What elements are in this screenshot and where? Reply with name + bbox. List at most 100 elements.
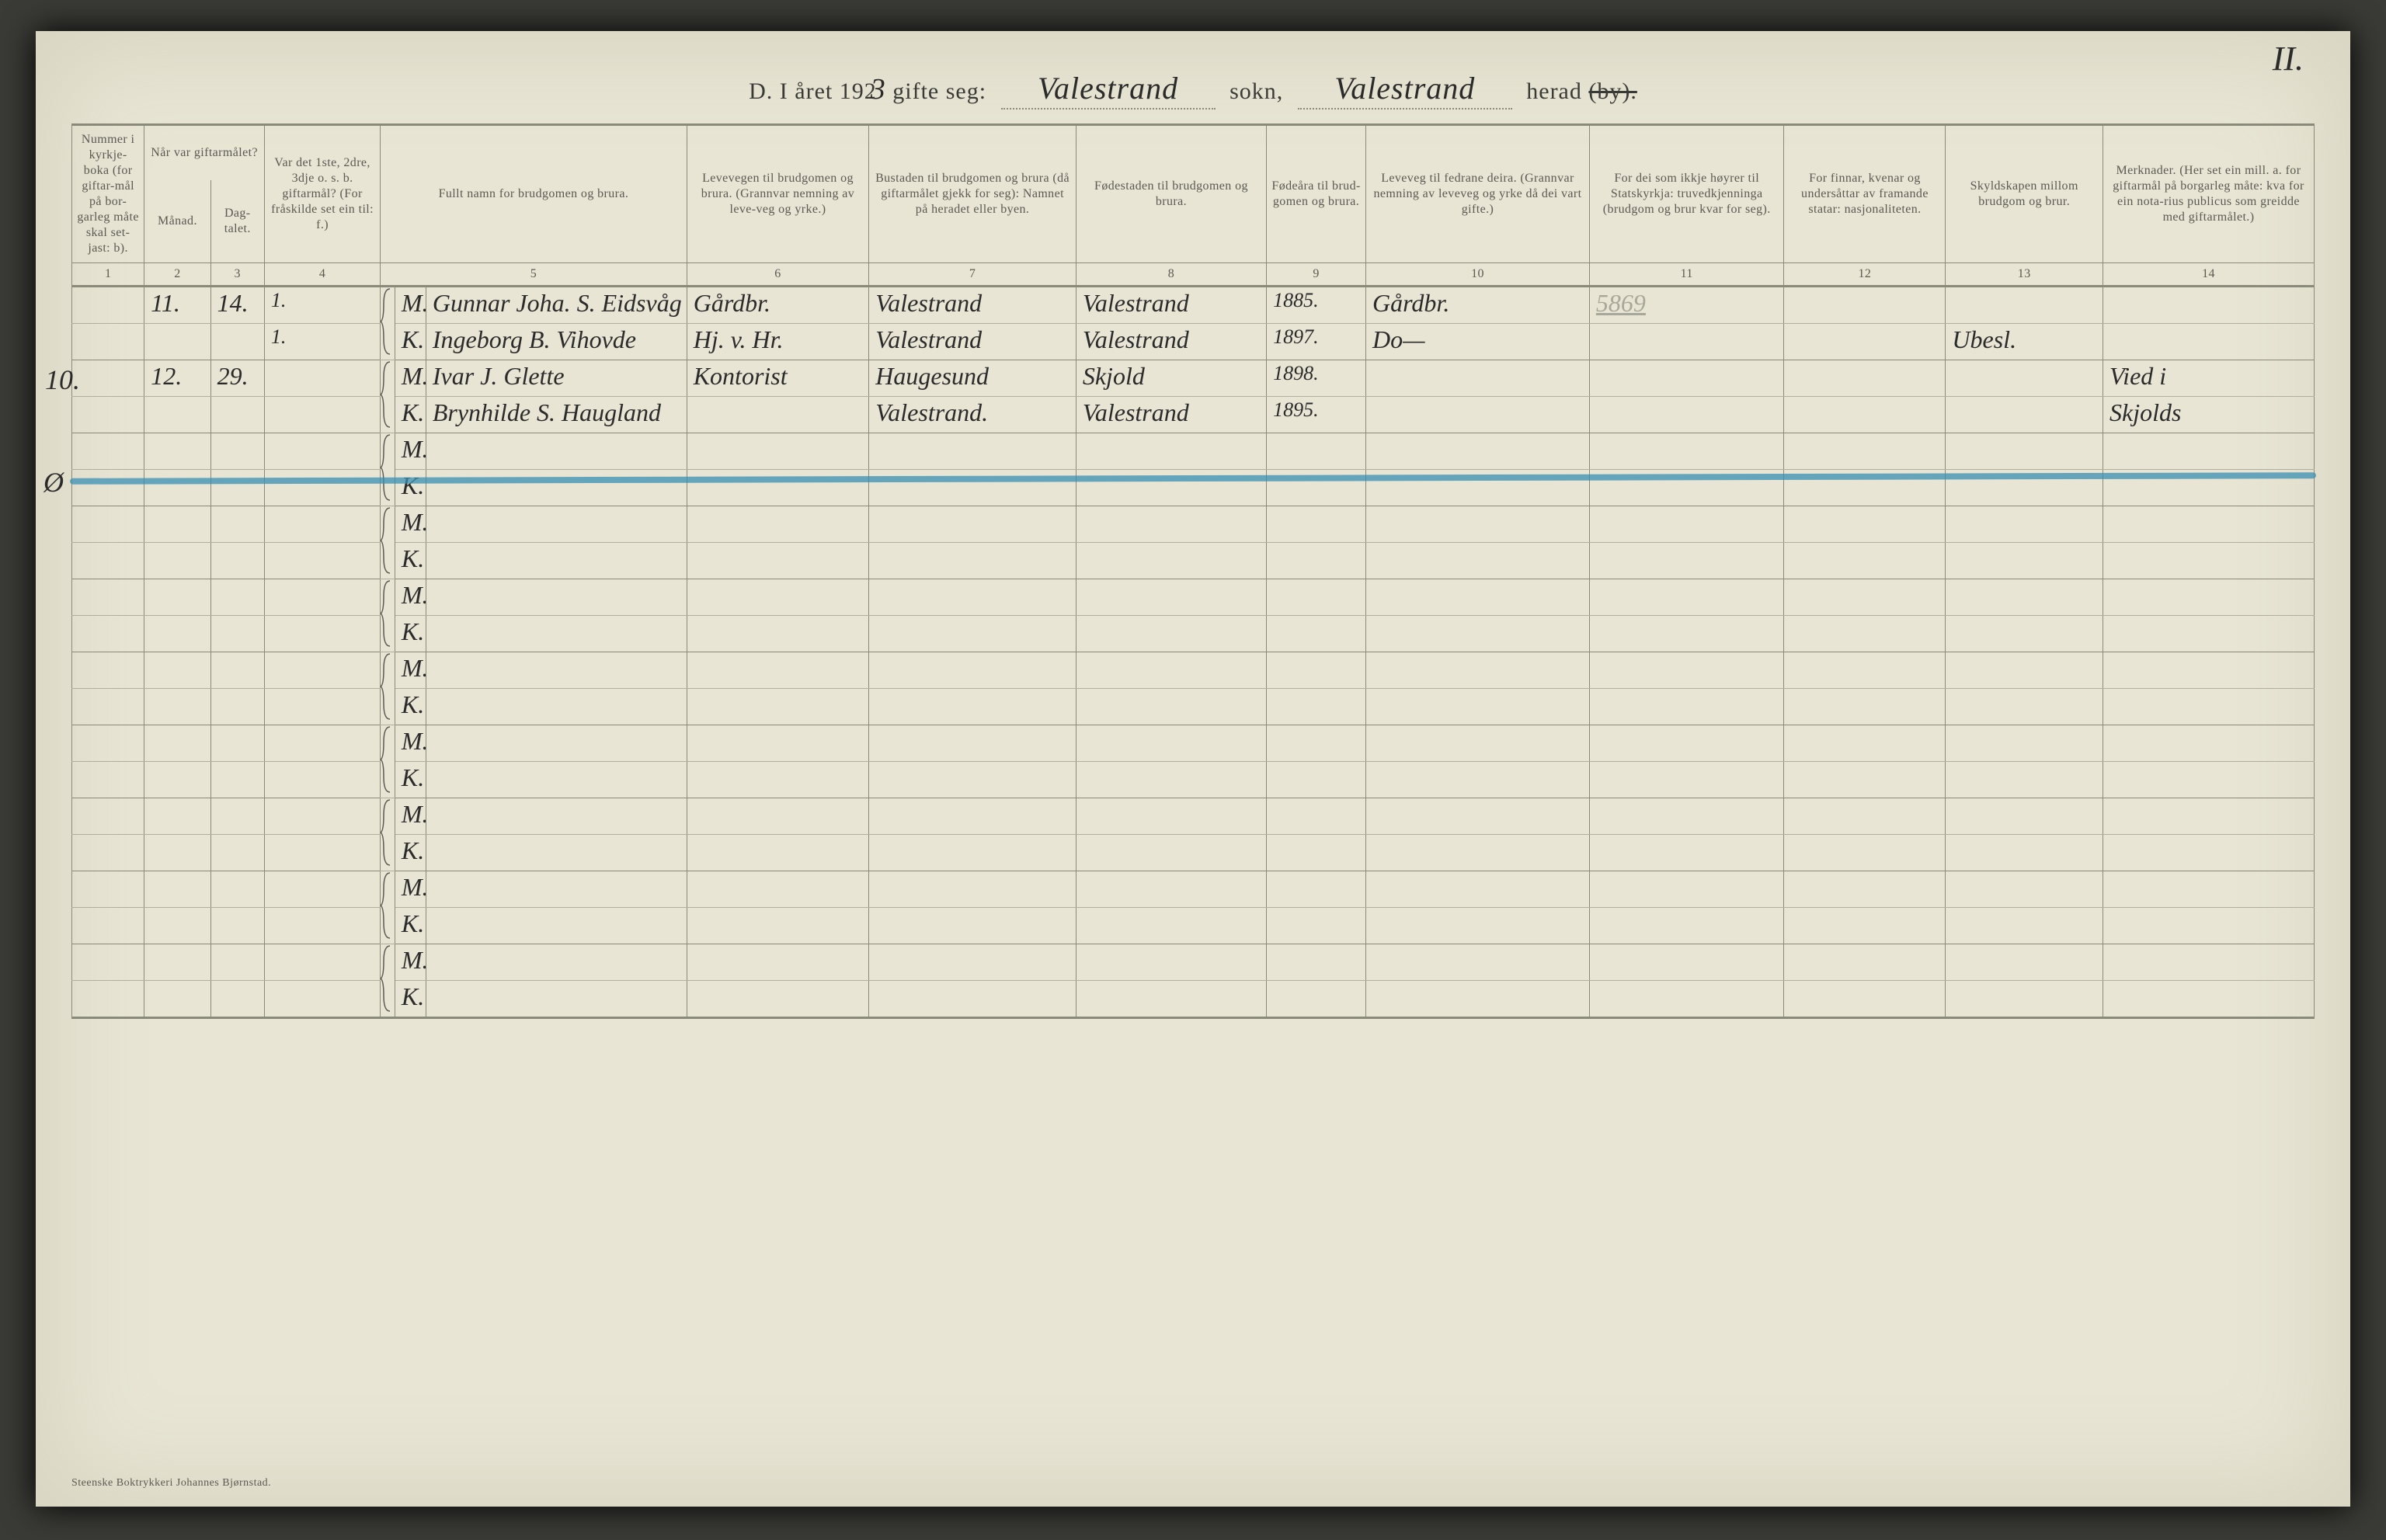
cell-4: 1. bbox=[264, 324, 380, 360]
cell-1 bbox=[72, 397, 144, 433]
coln-2: 2 bbox=[144, 263, 210, 287]
table-row: M. bbox=[72, 652, 2315, 689]
mk-m: M. bbox=[395, 433, 426, 470]
cell-5-name: Ivar J. Glette bbox=[426, 360, 687, 397]
cell-2 bbox=[144, 397, 210, 433]
table-row: M. bbox=[72, 433, 2315, 470]
cell-4 bbox=[264, 360, 380, 397]
hdr-11: For dei som ikkje høyrer til Statskyrkja… bbox=[1589, 125, 1784, 263]
table-row: K. bbox=[72, 762, 2315, 798]
cell-9: 1885. bbox=[1267, 287, 1366, 324]
table-row: M. bbox=[72, 944, 2315, 981]
mk-brace bbox=[381, 506, 395, 579]
cell-2 bbox=[144, 324, 210, 360]
coln-4: 4 bbox=[264, 263, 380, 287]
mk-brace bbox=[381, 798, 395, 871]
cell-14: Skjolds bbox=[2103, 397, 2315, 433]
table-row: M. bbox=[72, 725, 2315, 762]
mk-k: K. bbox=[395, 543, 426, 579]
coln-14: 14 bbox=[2103, 263, 2315, 287]
cell-3: 29. bbox=[210, 360, 264, 397]
hdr-2-3-top: Når var giftarmålet? bbox=[144, 125, 265, 180]
mk-m: M. bbox=[395, 944, 426, 981]
mk-m: M. bbox=[395, 360, 426, 397]
cell-4: 1. bbox=[264, 287, 380, 324]
table-row: M. bbox=[72, 579, 2315, 616]
table-row: K.Brynhilde S. HauglandValestrand.Valest… bbox=[72, 397, 2315, 433]
mk-k: K. bbox=[395, 616, 426, 652]
cell-2: 11. bbox=[144, 287, 210, 324]
mk-m: M. bbox=[395, 652, 426, 689]
cell-3 bbox=[210, 324, 264, 360]
cell-10 bbox=[1366, 397, 1590, 433]
table-row: 12.29.M.Ivar J. GletteKontoristHaugesund… bbox=[72, 360, 2315, 397]
table-row: K. bbox=[72, 981, 2315, 1018]
hdr-12: For finnar, kvenar og undersåttar av fra… bbox=[1784, 125, 1946, 263]
cell-8: Valestrand bbox=[1076, 397, 1266, 433]
sokn-label: sokn, bbox=[1230, 78, 1283, 104]
mk-k: K. bbox=[395, 324, 426, 360]
margin-entry-number-1: 10. bbox=[45, 363, 80, 396]
cell-3 bbox=[210, 397, 264, 433]
mk-m: M. bbox=[395, 725, 426, 762]
cell-11 bbox=[1589, 324, 1784, 360]
table-header: Nummer i kyrkje-boka (for giftar-mål på … bbox=[72, 125, 2315, 287]
form-title: D. I året 1923 gifte seg: Valestrand sok… bbox=[71, 47, 2315, 123]
cell-11 bbox=[1589, 360, 1784, 397]
mk-brace bbox=[381, 725, 395, 798]
mk-k: K. bbox=[395, 835, 426, 871]
mk-m: M. bbox=[395, 798, 426, 835]
cell-8: Skjold bbox=[1076, 360, 1266, 397]
hdr-4: Var det 1ste, 2dre, 3dje o. s. b. giftar… bbox=[264, 125, 380, 263]
table-body: 11.14.1.M.Gunnar Joha. S. EidsvågGårdbr.… bbox=[72, 287, 2315, 1018]
table-row: M. bbox=[72, 871, 2315, 908]
coln-1: 1 bbox=[72, 263, 144, 287]
table-row: M. bbox=[72, 506, 2315, 543]
cell-13 bbox=[1946, 287, 2103, 324]
page-number: II. bbox=[2273, 39, 2304, 78]
hdr-10: Leveveg til fedrane deira. (Grannvar nem… bbox=[1366, 125, 1590, 263]
hdr-1: Nummer i kyrkje-boka (for giftar-mål på … bbox=[72, 125, 144, 263]
cell-14 bbox=[2103, 287, 2315, 324]
ledger-page: II. D. I året 1923 gifte seg: Valestrand… bbox=[36, 31, 2350, 1507]
table-row: K. bbox=[72, 543, 2315, 579]
mk-k: K. bbox=[395, 908, 426, 944]
mk-k: K. bbox=[395, 470, 426, 506]
cell-6 bbox=[687, 397, 869, 433]
table-row: K. bbox=[72, 908, 2315, 944]
cell-4 bbox=[264, 397, 380, 433]
coln-12: 12 bbox=[1784, 263, 1946, 287]
table-row: M. bbox=[72, 798, 2315, 835]
cell-5-name: Gunnar Joha. S. Eidsvåg bbox=[426, 287, 687, 324]
cell-13 bbox=[1946, 360, 2103, 397]
cell-5-name: Brynhilde S. Haugland bbox=[426, 397, 687, 433]
hdr-14: Merknader. (Her set ein mill. a. for gif… bbox=[2103, 125, 2315, 263]
title-prefix: D. I året 192 bbox=[749, 78, 877, 104]
coln-8: 8 bbox=[1076, 263, 1266, 287]
coln-10: 10 bbox=[1366, 263, 1590, 287]
table-row: 11.14.1. M.Gunnar Joha. S. Eidsvåg Gårdbr.… bbox=[72, 287, 2315, 324]
mk-k: K. bbox=[395, 981, 426, 1018]
cell-1 bbox=[72, 324, 144, 360]
mk-brace bbox=[381, 652, 395, 725]
mk-m: M. bbox=[395, 287, 426, 324]
hdr-13: Skyldskapen millom brudgom og brur. bbox=[1946, 125, 2103, 263]
cell-1 bbox=[72, 360, 144, 397]
hdr-8: Fødestaden til brudgomen og brura. bbox=[1076, 125, 1266, 263]
cell-10: Gårdbr. bbox=[1366, 287, 1590, 324]
cell-12 bbox=[1784, 287, 1946, 324]
hdr-5: Fullt namn for brudgomen og brura. bbox=[381, 125, 687, 263]
mk-brace bbox=[381, 360, 395, 433]
cell-3: 14. bbox=[210, 287, 264, 324]
column-number-row: 1 2 3 4 5 6 7 8 9 10 11 12 13 14 bbox=[72, 263, 2315, 287]
hdr-3: Dag-talet. bbox=[210, 180, 264, 263]
ledger-table: Nummer i kyrkje-boka (for giftar-mål på … bbox=[71, 123, 2315, 1019]
cell-14: Vied i bbox=[2103, 360, 2315, 397]
coln-11: 11 bbox=[1589, 263, 1784, 287]
hdr-2: Månad. bbox=[144, 180, 210, 263]
mk-k: K. bbox=[395, 689, 426, 725]
cell-9: 1897. bbox=[1267, 324, 1366, 360]
cell-6: Hj. v. Hr. bbox=[687, 324, 869, 360]
cell-7: Valestrand. bbox=[869, 397, 1076, 433]
cell-7: Haugesund bbox=[869, 360, 1076, 397]
